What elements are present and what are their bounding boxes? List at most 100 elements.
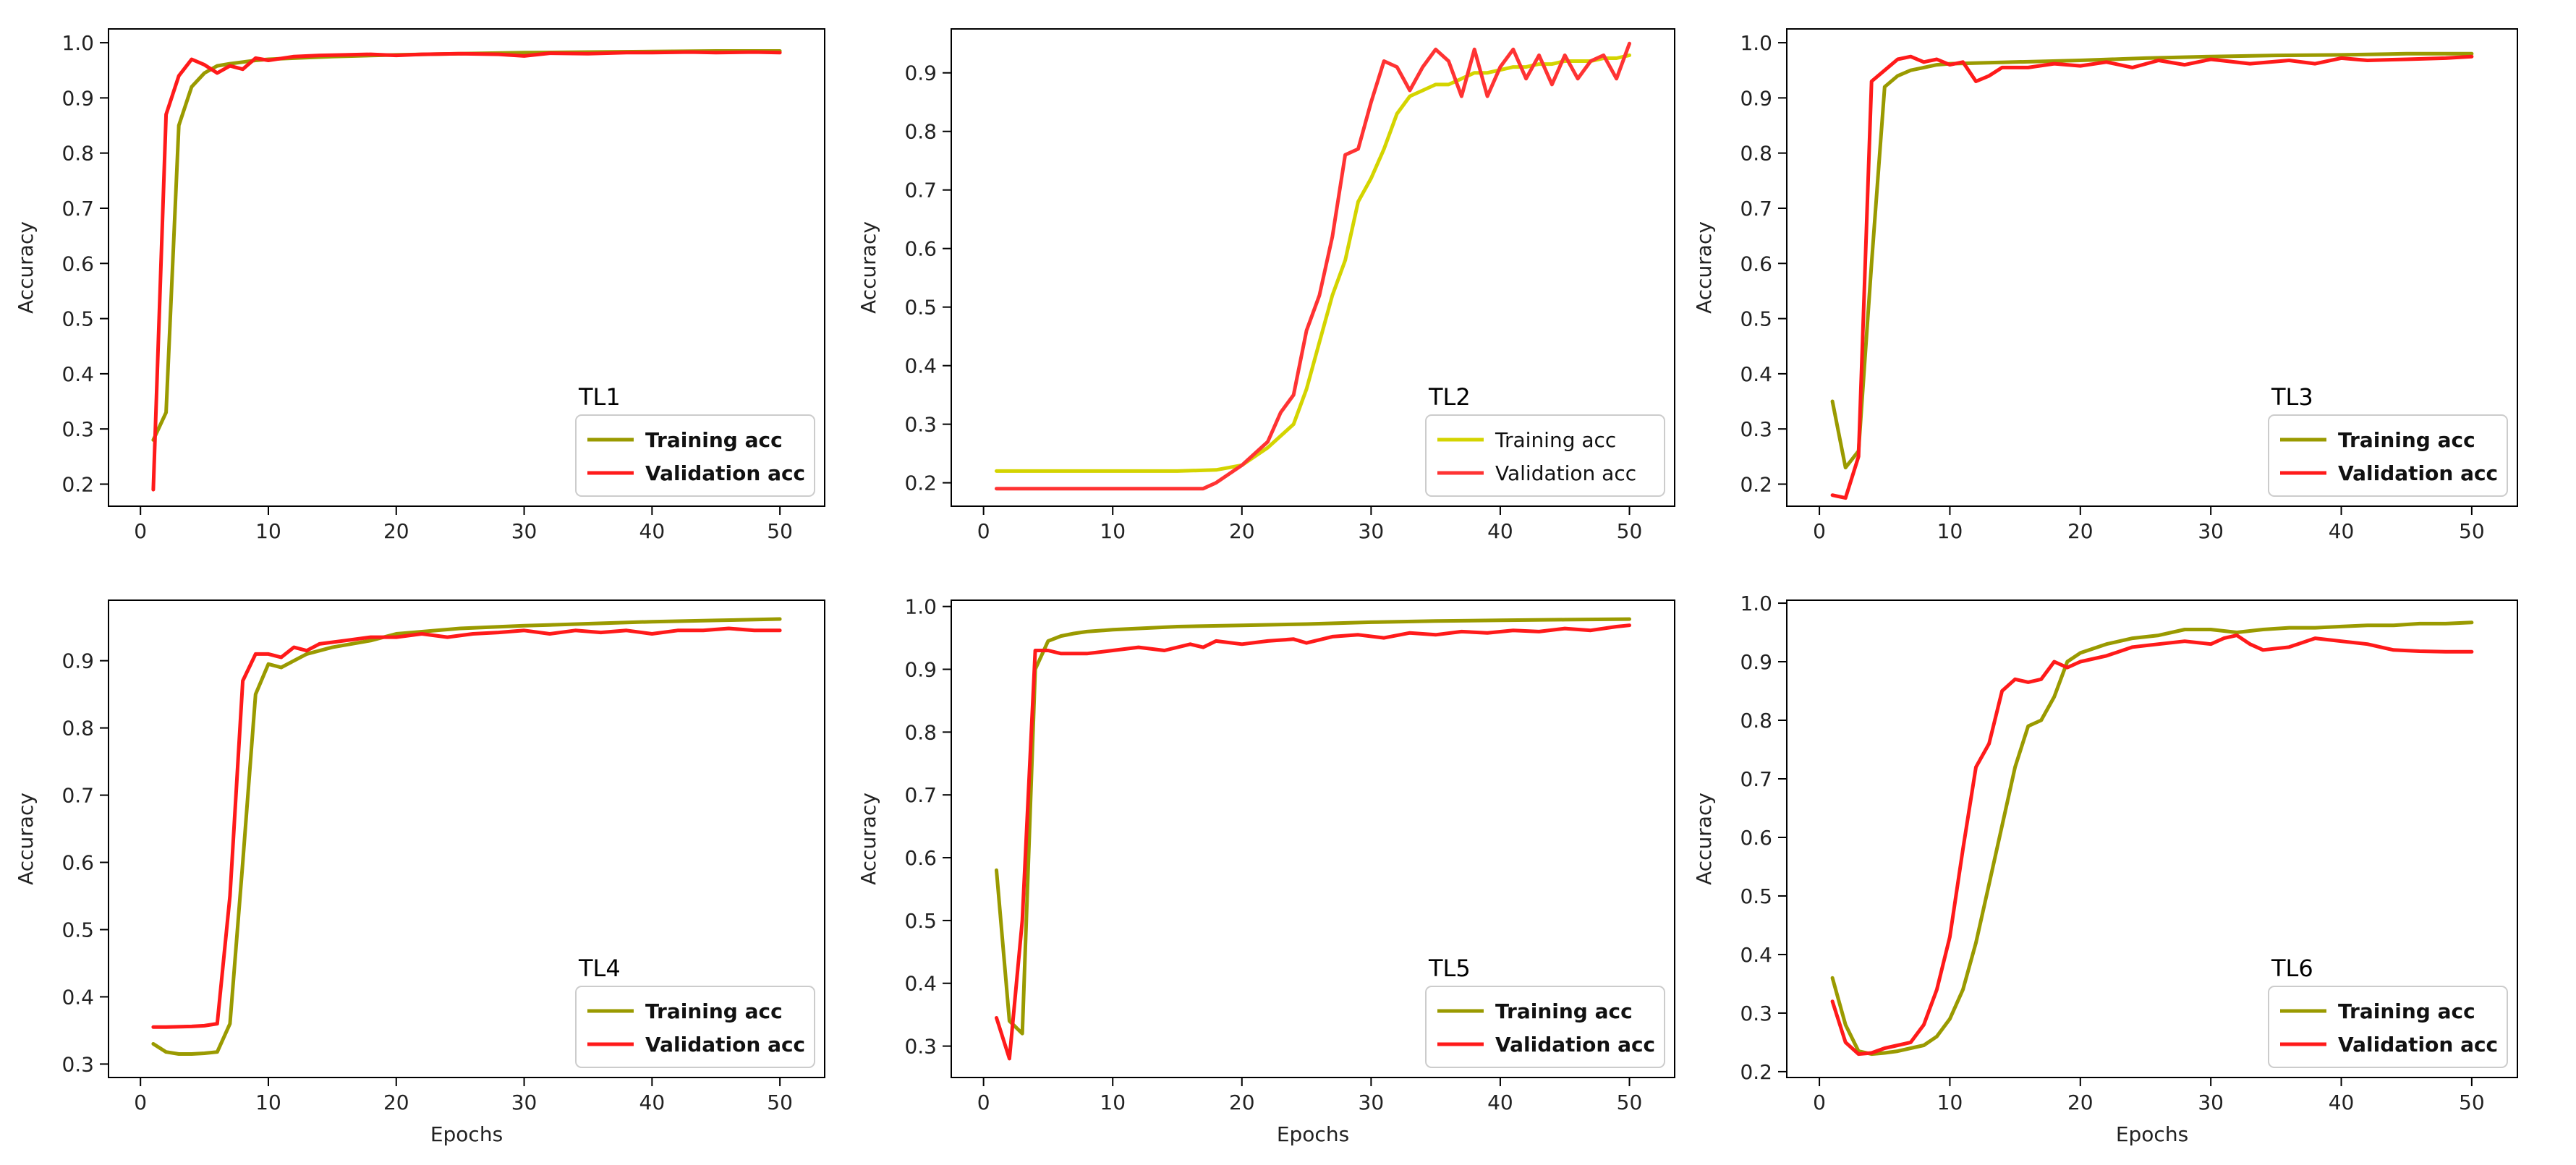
y-axis-label: Accuracy — [1692, 221, 1716, 314]
x-tick-label: 50 — [1617, 519, 1643, 543]
series-line-validation — [1830, 54, 2474, 500]
x-tick-label: 0 — [977, 519, 990, 543]
y-axis-label: Accuracy — [856, 221, 880, 314]
panel-label: TL2 — [1428, 383, 1471, 411]
y-tick-label: 0.7 — [1740, 197, 1772, 221]
legend-label: Training acc — [2338, 428, 2475, 452]
y-tick-label: 0.9 — [1740, 86, 1772, 110]
x-tick-label: 50 — [2459, 1091, 2485, 1114]
legend-box — [575, 986, 815, 1068]
y-tick-label: 0.8 — [1740, 142, 1772, 166]
legend-box — [2268, 414, 2508, 497]
y-tick-label: 0.9 — [1740, 650, 1772, 674]
x-axis-label: Epochs — [430, 1122, 503, 1146]
y-tick-label: 0.7 — [61, 197, 94, 221]
y-tick-label: 0.9 — [904, 61, 937, 85]
legend: Training acc Validation acc — [1425, 986, 1665, 1068]
y-tick-label: 0.6 — [61, 252, 94, 276]
y-tick-label: 0.9 — [904, 658, 937, 682]
x-tick-label: 10 — [1100, 519, 1126, 543]
legend-label: Validation acc — [645, 1033, 805, 1057]
plot-frame — [951, 28, 1675, 507]
y-tick-label: 0.9 — [61, 649, 94, 673]
legend-label: Training acc — [645, 428, 783, 452]
y-tick-label: 0.3 — [1740, 417, 1772, 441]
y-tick-label: 0.2 — [61, 472, 94, 496]
legend: Training acc Validation acc — [1425, 414, 1665, 497]
x-tick-label: 40 — [639, 519, 666, 543]
y-tick-label: 0.6 — [1740, 826, 1772, 850]
x-tick-label: 30 — [2198, 1091, 2224, 1114]
y-tick-label: 0.2 — [904, 471, 937, 495]
legend: Training acc Validation acc — [575, 414, 815, 497]
x-tick-label: 0 — [977, 1091, 990, 1114]
y-tick-label: 0.6 — [904, 237, 937, 261]
x-tick-label: 50 — [1617, 1091, 1643, 1114]
panel-label: TL4 — [578, 955, 621, 982]
x-tick-label: 30 — [511, 519, 537, 543]
legend: Training acc Validation acc — [575, 986, 815, 1068]
chart-panel-1: 0 10 20 30 40 50 0.2 0.3 0.4 0.5 0.6 0.7 0.8 0.9 1.0 Ac… — [14, 28, 825, 543]
series-line-training — [1830, 51, 2474, 470]
y-tick-label: 0.4 — [61, 985, 94, 1009]
y-tick-label: 0.6 — [1740, 252, 1772, 276]
y-tick-label: 0.3 — [904, 1035, 937, 1059]
x-tick-label: 20 — [383, 1091, 409, 1114]
y-tick-label: 0.8 — [1740, 709, 1772, 733]
y-tick-label: 1.0 — [61, 31, 94, 55]
x-axis-label: Epochs — [2116, 1122, 2188, 1146]
y-axis-label: Accuracy — [856, 793, 880, 885]
y-tick-label: 0.3 — [1740, 1002, 1772, 1025]
chart-panel-3: 0 10 20 30 40 50 0.2 0.3 0.4 0.5 0.6 0.7 0.8 0.9 1.0 Ac… — [1692, 28, 2518, 543]
legend-label: Validation acc — [2338, 461, 2498, 485]
x-tick-label: 20 — [383, 519, 409, 543]
y-tick-label: 0.8 — [904, 720, 937, 744]
x-tick-label: 50 — [767, 1091, 793, 1114]
y-tick-label: 0.6 — [904, 846, 937, 870]
y-tick-label: 0.8 — [61, 717, 94, 741]
x-tick-label: 40 — [2329, 519, 2355, 543]
panel-label: TL1 — [578, 383, 621, 411]
series-line-training — [151, 617, 782, 1056]
x-tick-label: 30 — [1359, 1091, 1385, 1114]
y-tick-label: 0.8 — [61, 142, 94, 166]
x-tick-label: 30 — [2198, 519, 2224, 543]
legend-label: Validation acc — [2338, 1033, 2498, 1057]
series-line-validation — [995, 623, 1631, 1061]
y-tick-label: 0.5 — [61, 307, 94, 331]
x-tick-label: 0 — [134, 519, 147, 543]
legend-label: Validation acc — [1495, 461, 1636, 485]
legend-label: Validation acc — [645, 461, 805, 485]
x-tick-label: 10 — [1937, 1091, 1963, 1114]
x-tick-label: 0 — [134, 1091, 147, 1114]
x-tick-label: 20 — [1229, 519, 1255, 543]
plot-frame — [1786, 599, 2518, 1078]
series-line-validation — [995, 41, 1631, 491]
x-tick-label: 0 — [1813, 1091, 1826, 1114]
x-tick-label: 10 — [1100, 1091, 1126, 1114]
y-tick-label: 1.0 — [1740, 592, 1772, 615]
y-tick-label: 0.7 — [61, 784, 94, 808]
x-tick-label: 50 — [2459, 519, 2485, 543]
series-line-training — [995, 617, 1631, 1036]
plot-frame — [951, 599, 1675, 1078]
x-axis-label: Epochs — [1277, 1122, 1349, 1146]
x-tick-label: 30 — [511, 1091, 537, 1114]
x-tick-label: 30 — [1359, 519, 1385, 543]
y-tick-label: 0.7 — [1740, 767, 1772, 791]
legend: Training acc Validation acc — [2268, 986, 2508, 1068]
y-tick-label: 0.4 — [1740, 943, 1772, 967]
legend-label: Training acc — [2338, 999, 2475, 1023]
y-axis-label: Accuracy — [1692, 793, 1716, 885]
y-tick-label: 1.0 — [1740, 31, 1772, 55]
y-tick-label: 0.6 — [61, 851, 94, 875]
series-line-training — [1830, 620, 2474, 1057]
series-line-validation — [1830, 633, 2474, 1057]
panel-label: TL3 — [2271, 383, 2313, 411]
legend-label: Training acc — [1495, 999, 1633, 1023]
chart-panel-2: 0 10 20 30 40 50 0.2 0.3 0.4 0.5 0.6 0.7 0.8 0.9 Accur… — [856, 28, 1675, 543]
x-tick-label: 40 — [1487, 519, 1513, 543]
legend-box — [575, 414, 815, 497]
x-tick-label: 20 — [2067, 1091, 2093, 1114]
legend-box — [1425, 986, 1665, 1068]
